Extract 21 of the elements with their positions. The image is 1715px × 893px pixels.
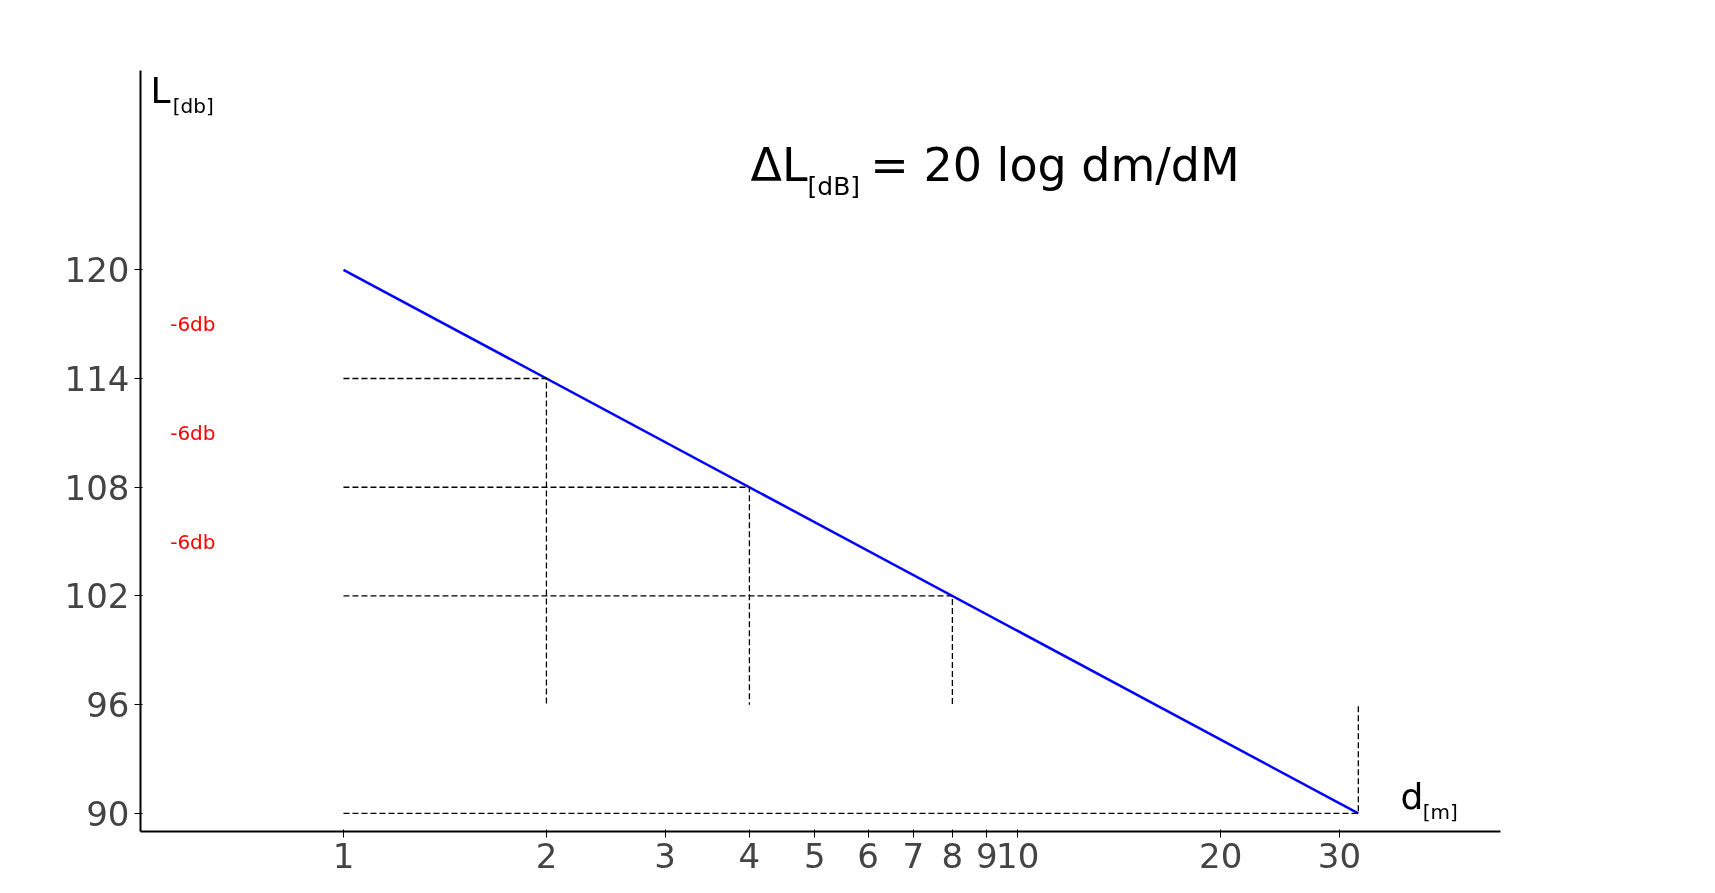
y-tick-label: 108 <box>64 467 130 508</box>
x-tick-label: 7 <box>902 835 925 876</box>
y-tick-label: 120 <box>64 250 130 291</box>
x-tick-label: 1 <box>332 835 355 876</box>
annotation: -6db <box>170 529 216 554</box>
y-tick-label: 114 <box>64 359 130 400</box>
x-tick-label: 8 <box>941 835 964 876</box>
x-tick-label: 3 <box>654 835 676 876</box>
y-tick-label: 90 <box>86 793 130 834</box>
x-tick-label: 2 <box>535 835 558 876</box>
x-tick-label: 30 <box>1317 835 1362 876</box>
y-tick-label: 102 <box>64 576 130 617</box>
y-tick-label: 96 <box>86 685 130 726</box>
x-tick-label: 4 <box>738 835 761 876</box>
annotation: -6db <box>170 420 216 445</box>
x-tick-label: 5 <box>803 835 826 876</box>
annotation: -6db <box>170 312 216 337</box>
x-tick-label: 9 <box>976 835 998 876</box>
x-tick-label: 10 <box>996 835 1040 876</box>
x-tick-label: 20 <box>1199 835 1243 876</box>
x-tick-label: 6 <box>857 835 879 876</box>
